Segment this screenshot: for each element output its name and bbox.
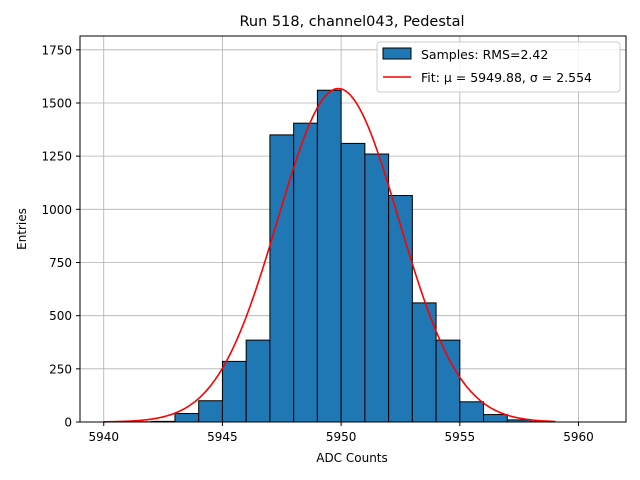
legend-box bbox=[376, 41, 621, 93]
plot-frame bbox=[79, 35, 627, 423]
chart-title: Run 518, channel043, Pedestal bbox=[239, 14, 464, 30]
histogram-bar bbox=[221, 360, 247, 423]
histogram-bar bbox=[340, 142, 366, 423]
histogram-bar bbox=[459, 401, 485, 423]
y-tick-label: 1000 bbox=[41, 203, 72, 217]
histogram-bar bbox=[364, 153, 390, 423]
legend-fit-label: Fit: μ = 5949.88, σ = 2.554 bbox=[421, 70, 592, 85]
x-axis-ticks: 5940 5945 5950 5955 5960 bbox=[88, 422, 594, 444]
y-axis-label: Entries bbox=[15, 208, 29, 250]
histogram-bar bbox=[293, 122, 318, 423]
x-axis-label: ADC Counts bbox=[316, 451, 388, 465]
x-tick-label: 5940 bbox=[88, 430, 119, 444]
histogram-bar bbox=[198, 400, 223, 423]
y-tick-label: 1250 bbox=[41, 150, 72, 164]
histogram-bar bbox=[483, 414, 508, 423]
legend-histogram-swatch bbox=[382, 47, 412, 60]
histogram-bar bbox=[435, 339, 461, 423]
legend: Samples: RMS=2.42 Fit: μ = 5949.88, σ = … bbox=[376, 41, 621, 93]
histogram-bar bbox=[388, 195, 413, 423]
y-tick-label: 250 bbox=[49, 362, 72, 376]
y-tick-label: 750 bbox=[49, 256, 72, 270]
legend-histogram-label: Samples: RMS=2.42 bbox=[421, 47, 548, 62]
x-tick-label: 5955 bbox=[445, 430, 476, 444]
histogram-bar bbox=[316, 89, 342, 423]
y-tick-label: 1500 bbox=[41, 96, 72, 110]
y-tick-label: 500 bbox=[49, 309, 72, 323]
histogram-bar bbox=[174, 412, 200, 423]
x-tick-label: 5960 bbox=[563, 430, 594, 444]
histogram-bar bbox=[245, 339, 271, 423]
fit-curve bbox=[103, 87, 555, 423]
y-tick-label: 1750 bbox=[41, 43, 72, 57]
y-axis-ticks: 0 250 500 750 1000 1250 1500 1750 bbox=[41, 43, 80, 430]
y-tick-label: 0 bbox=[64, 416, 72, 430]
x-tick-label: 5945 bbox=[207, 430, 238, 444]
x-tick-label: 5950 bbox=[326, 430, 357, 444]
